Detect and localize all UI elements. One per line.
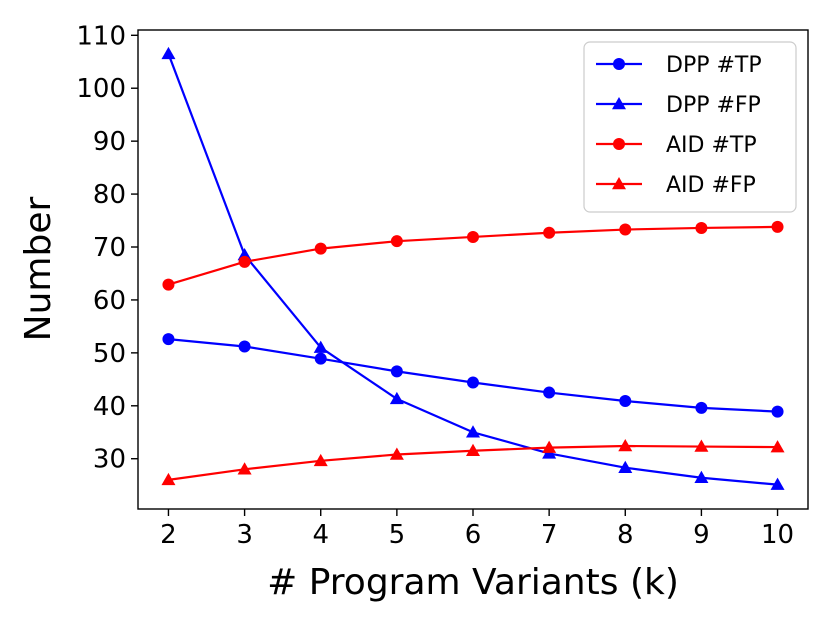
x-tick-label: 2 bbox=[160, 520, 177, 550]
data-point-dpp-tp bbox=[238, 340, 251, 353]
data-point-dpp-tp bbox=[771, 405, 784, 418]
y-tick-label: 110 bbox=[76, 21, 126, 51]
data-point-aid-tp bbox=[771, 220, 784, 233]
data-point-aid-tp bbox=[162, 278, 175, 291]
y-tick-label: 30 bbox=[93, 445, 126, 475]
legend-entry-aid-tp: AID #TP bbox=[596, 133, 757, 158]
x-tick-label: 9 bbox=[693, 520, 710, 550]
data-point-aid-fp bbox=[618, 439, 633, 452]
series-line-dpp-tp bbox=[168, 338, 778, 413]
series-dpp-fp bbox=[161, 46, 785, 490]
y-axis-title: Number bbox=[18, 196, 59, 341]
data-point-aid-fp bbox=[161, 472, 176, 486]
legend-marker bbox=[612, 97, 626, 110]
x-axis-title: # Program Variants (k) bbox=[267, 562, 679, 603]
data-point-aid-fp bbox=[237, 462, 252, 475]
data-point-dpp-fp bbox=[618, 460, 633, 473]
data-point-dpp-tp bbox=[162, 333, 175, 346]
x-tick-label: 10 bbox=[761, 520, 794, 550]
y-tick-label: 60 bbox=[93, 286, 126, 316]
data-point-dpp-fp bbox=[770, 477, 785, 490]
x-tick-label: 6 bbox=[465, 520, 482, 550]
data-point-dpp-tp bbox=[467, 376, 479, 389]
data-point-aid-fp bbox=[466, 443, 480, 457]
series-aid-tp bbox=[162, 220, 784, 291]
data-point-dpp-fp bbox=[313, 340, 328, 353]
plot-layer bbox=[161, 46, 785, 490]
data-point-dpp-fp bbox=[161, 46, 176, 60]
legend-entry-aid-fp: AID #FP bbox=[596, 173, 756, 198]
legend-marker bbox=[613, 138, 625, 150]
data-point-aid-tp bbox=[619, 223, 632, 236]
x-tick-label: 8 bbox=[617, 520, 634, 550]
legend-label: AID #FP bbox=[666, 173, 756, 198]
y-tick-label: 50 bbox=[93, 339, 126, 369]
data-point-dpp-tp bbox=[390, 365, 403, 378]
data-point-dpp-fp bbox=[389, 391, 404, 405]
data-point-aid-fp bbox=[389, 447, 404, 460]
x-tick-label: 3 bbox=[236, 520, 253, 550]
data-point-dpp-tp bbox=[543, 386, 556, 399]
data-point-aid-fp bbox=[542, 440, 557, 453]
legend-entry-dpp-tp: DPP #TP bbox=[596, 53, 762, 78]
legend-marker bbox=[613, 58, 625, 70]
data-point-aid-tp bbox=[467, 230, 479, 243]
data-point-dpp-tp bbox=[695, 401, 708, 414]
data-point-dpp-tp bbox=[619, 395, 632, 408]
legend: DPP #TP DPP #FP AID #TP AID #FP bbox=[583, 41, 797, 213]
data-point-aid-tp bbox=[543, 226, 556, 239]
data-point-aid-fp bbox=[313, 453, 328, 467]
x-tick-label: 7 bbox=[541, 520, 558, 550]
series-aid-fp bbox=[161, 439, 785, 486]
legend-label: DPP #TP bbox=[666, 53, 762, 78]
x-tick-label: 4 bbox=[312, 520, 329, 550]
y-tick-label: 80 bbox=[93, 180, 126, 210]
x-tick-label: 5 bbox=[389, 520, 406, 550]
data-point-dpp-fp bbox=[694, 470, 709, 484]
y-tick-label: 40 bbox=[93, 392, 126, 422]
data-point-aid-tp bbox=[695, 221, 708, 234]
series-dpp-tp bbox=[162, 333, 784, 418]
data-point-aid-tp bbox=[238, 255, 251, 268]
axes-layer: 2 3 4 5 6 7 8 9 10 30 40 50 60 70 80 90 100 110 bbox=[76, 21, 794, 550]
legend-box bbox=[583, 41, 797, 213]
data-point-aid-tp bbox=[390, 235, 403, 248]
y-tick-label: 100 bbox=[76, 74, 126, 104]
data-point-dpp-fp bbox=[466, 425, 480, 438]
data-point-aid-fp bbox=[694, 439, 709, 452]
data-point-dpp-tp bbox=[314, 352, 327, 365]
y-tick-label: 90 bbox=[93, 127, 126, 157]
data-point-aid-tp bbox=[314, 242, 327, 255]
legend-label: DPP #FP bbox=[666, 93, 761, 118]
legend-entry-dpp-fp: DPP #FP bbox=[596, 93, 761, 118]
y-tick-label: 70 bbox=[93, 233, 126, 263]
data-point-aid-fp bbox=[770, 440, 785, 453]
legend-marker bbox=[612, 177, 626, 190]
legend-label: AID #TP bbox=[666, 133, 757, 158]
